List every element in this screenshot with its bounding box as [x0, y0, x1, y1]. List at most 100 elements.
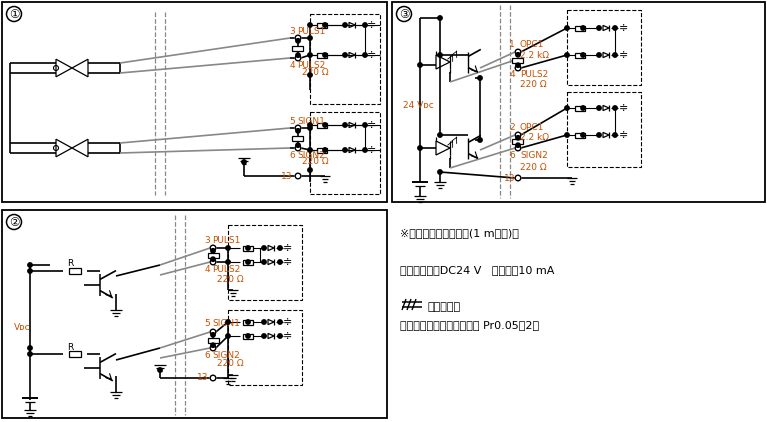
Circle shape — [438, 53, 443, 57]
Text: R: R — [67, 343, 73, 352]
Text: 5: 5 — [204, 319, 210, 328]
Circle shape — [323, 123, 328, 127]
Circle shape — [515, 175, 521, 181]
Bar — [512, 57, 524, 62]
Circle shape — [363, 53, 367, 57]
Bar — [310, 14, 380, 104]
Circle shape — [308, 53, 312, 57]
Text: OPC1: OPC1 — [520, 122, 545, 132]
Circle shape — [363, 148, 367, 152]
Bar — [243, 319, 253, 325]
Circle shape — [262, 320, 266, 324]
Text: 6: 6 — [289, 151, 295, 160]
Bar — [317, 22, 327, 27]
Text: ≑: ≑ — [619, 103, 629, 113]
Circle shape — [565, 26, 569, 30]
Circle shape — [308, 36, 312, 40]
Circle shape — [308, 123, 312, 127]
Circle shape — [28, 269, 32, 273]
Text: Vᴅᴄ: Vᴅᴄ — [14, 324, 31, 333]
Circle shape — [296, 129, 300, 133]
Text: 24 Vᴅᴄ: 24 Vᴅᴄ — [403, 100, 434, 109]
Text: 220 Ω: 220 Ω — [302, 68, 328, 76]
Text: ≑: ≑ — [367, 50, 377, 60]
Circle shape — [565, 106, 569, 110]
Circle shape — [613, 133, 617, 137]
Bar — [317, 148, 327, 152]
Text: OPC1: OPC1 — [520, 40, 545, 49]
Text: ≑: ≑ — [367, 120, 377, 130]
Circle shape — [613, 26, 617, 30]
Circle shape — [295, 125, 301, 131]
Text: ※配线长度，请控制在(1 m以内)。: ※配线长度，请控制在(1 m以内)。 — [400, 228, 518, 238]
Circle shape — [581, 106, 585, 110]
Circle shape — [515, 49, 521, 55]
Text: 13: 13 — [281, 171, 292, 181]
Bar — [575, 25, 585, 30]
Bar — [512, 138, 524, 143]
Bar — [69, 268, 81, 274]
Text: 6: 6 — [204, 352, 210, 360]
Circle shape — [581, 53, 585, 57]
Bar — [208, 338, 219, 343]
Circle shape — [515, 53, 520, 57]
Bar — [2, 210, 387, 418]
Text: 6: 6 — [509, 151, 515, 160]
Circle shape — [245, 320, 250, 324]
Text: 4: 4 — [509, 70, 515, 78]
Circle shape — [515, 135, 520, 140]
Circle shape — [295, 145, 301, 151]
Circle shape — [295, 173, 301, 179]
Circle shape — [418, 146, 422, 150]
Circle shape — [278, 320, 282, 324]
Text: R: R — [67, 260, 73, 268]
Text: SIGN1: SIGN1 — [297, 116, 325, 125]
Circle shape — [158, 368, 162, 372]
Text: PULS2: PULS2 — [212, 265, 240, 274]
Circle shape — [565, 133, 569, 137]
Circle shape — [278, 334, 282, 338]
Bar — [567, 92, 641, 167]
Circle shape — [343, 123, 347, 127]
Bar — [292, 135, 304, 141]
Circle shape — [245, 260, 250, 264]
Text: 使用开路集电极时推荐设定 Pr0.05＝2。: 使用开路集电极时推荐设定 Pr0.05＝2。 — [400, 320, 539, 330]
Text: 3: 3 — [204, 235, 210, 244]
Circle shape — [262, 246, 266, 250]
Text: 5: 5 — [289, 116, 295, 125]
Text: ≑: ≑ — [619, 50, 629, 60]
Bar — [317, 122, 327, 127]
Circle shape — [28, 352, 32, 356]
Text: ≑: ≑ — [283, 243, 293, 253]
Text: PULS1: PULS1 — [297, 27, 325, 35]
Circle shape — [613, 106, 617, 110]
Circle shape — [363, 23, 367, 27]
Text: ①: ① — [8, 8, 19, 21]
Circle shape — [438, 16, 443, 20]
Circle shape — [242, 160, 246, 164]
Text: 2.2 kΩ: 2.2 kΩ — [520, 133, 549, 143]
Text: 4: 4 — [204, 265, 210, 274]
Circle shape — [225, 246, 230, 250]
Text: 3: 3 — [289, 27, 295, 35]
Text: 为双绞线。: 为双绞线。 — [428, 302, 461, 312]
Bar — [243, 333, 253, 338]
Text: ≑: ≑ — [367, 20, 377, 30]
Bar — [575, 52, 585, 57]
Text: ≑: ≑ — [283, 331, 293, 341]
Circle shape — [343, 23, 347, 27]
Circle shape — [225, 334, 230, 338]
Bar — [575, 106, 585, 111]
Text: ③: ③ — [399, 8, 410, 21]
Text: SIGN2: SIGN2 — [297, 151, 324, 160]
Circle shape — [515, 145, 521, 151]
Text: PULS2: PULS2 — [297, 60, 325, 70]
Circle shape — [343, 53, 347, 57]
Text: 220 Ω: 220 Ω — [520, 79, 547, 89]
Circle shape — [308, 148, 312, 152]
Text: PULS2: PULS2 — [520, 70, 548, 78]
Circle shape — [245, 334, 250, 338]
Text: 220 Ω: 220 Ω — [302, 157, 328, 167]
Bar — [310, 112, 380, 194]
Circle shape — [565, 53, 569, 57]
